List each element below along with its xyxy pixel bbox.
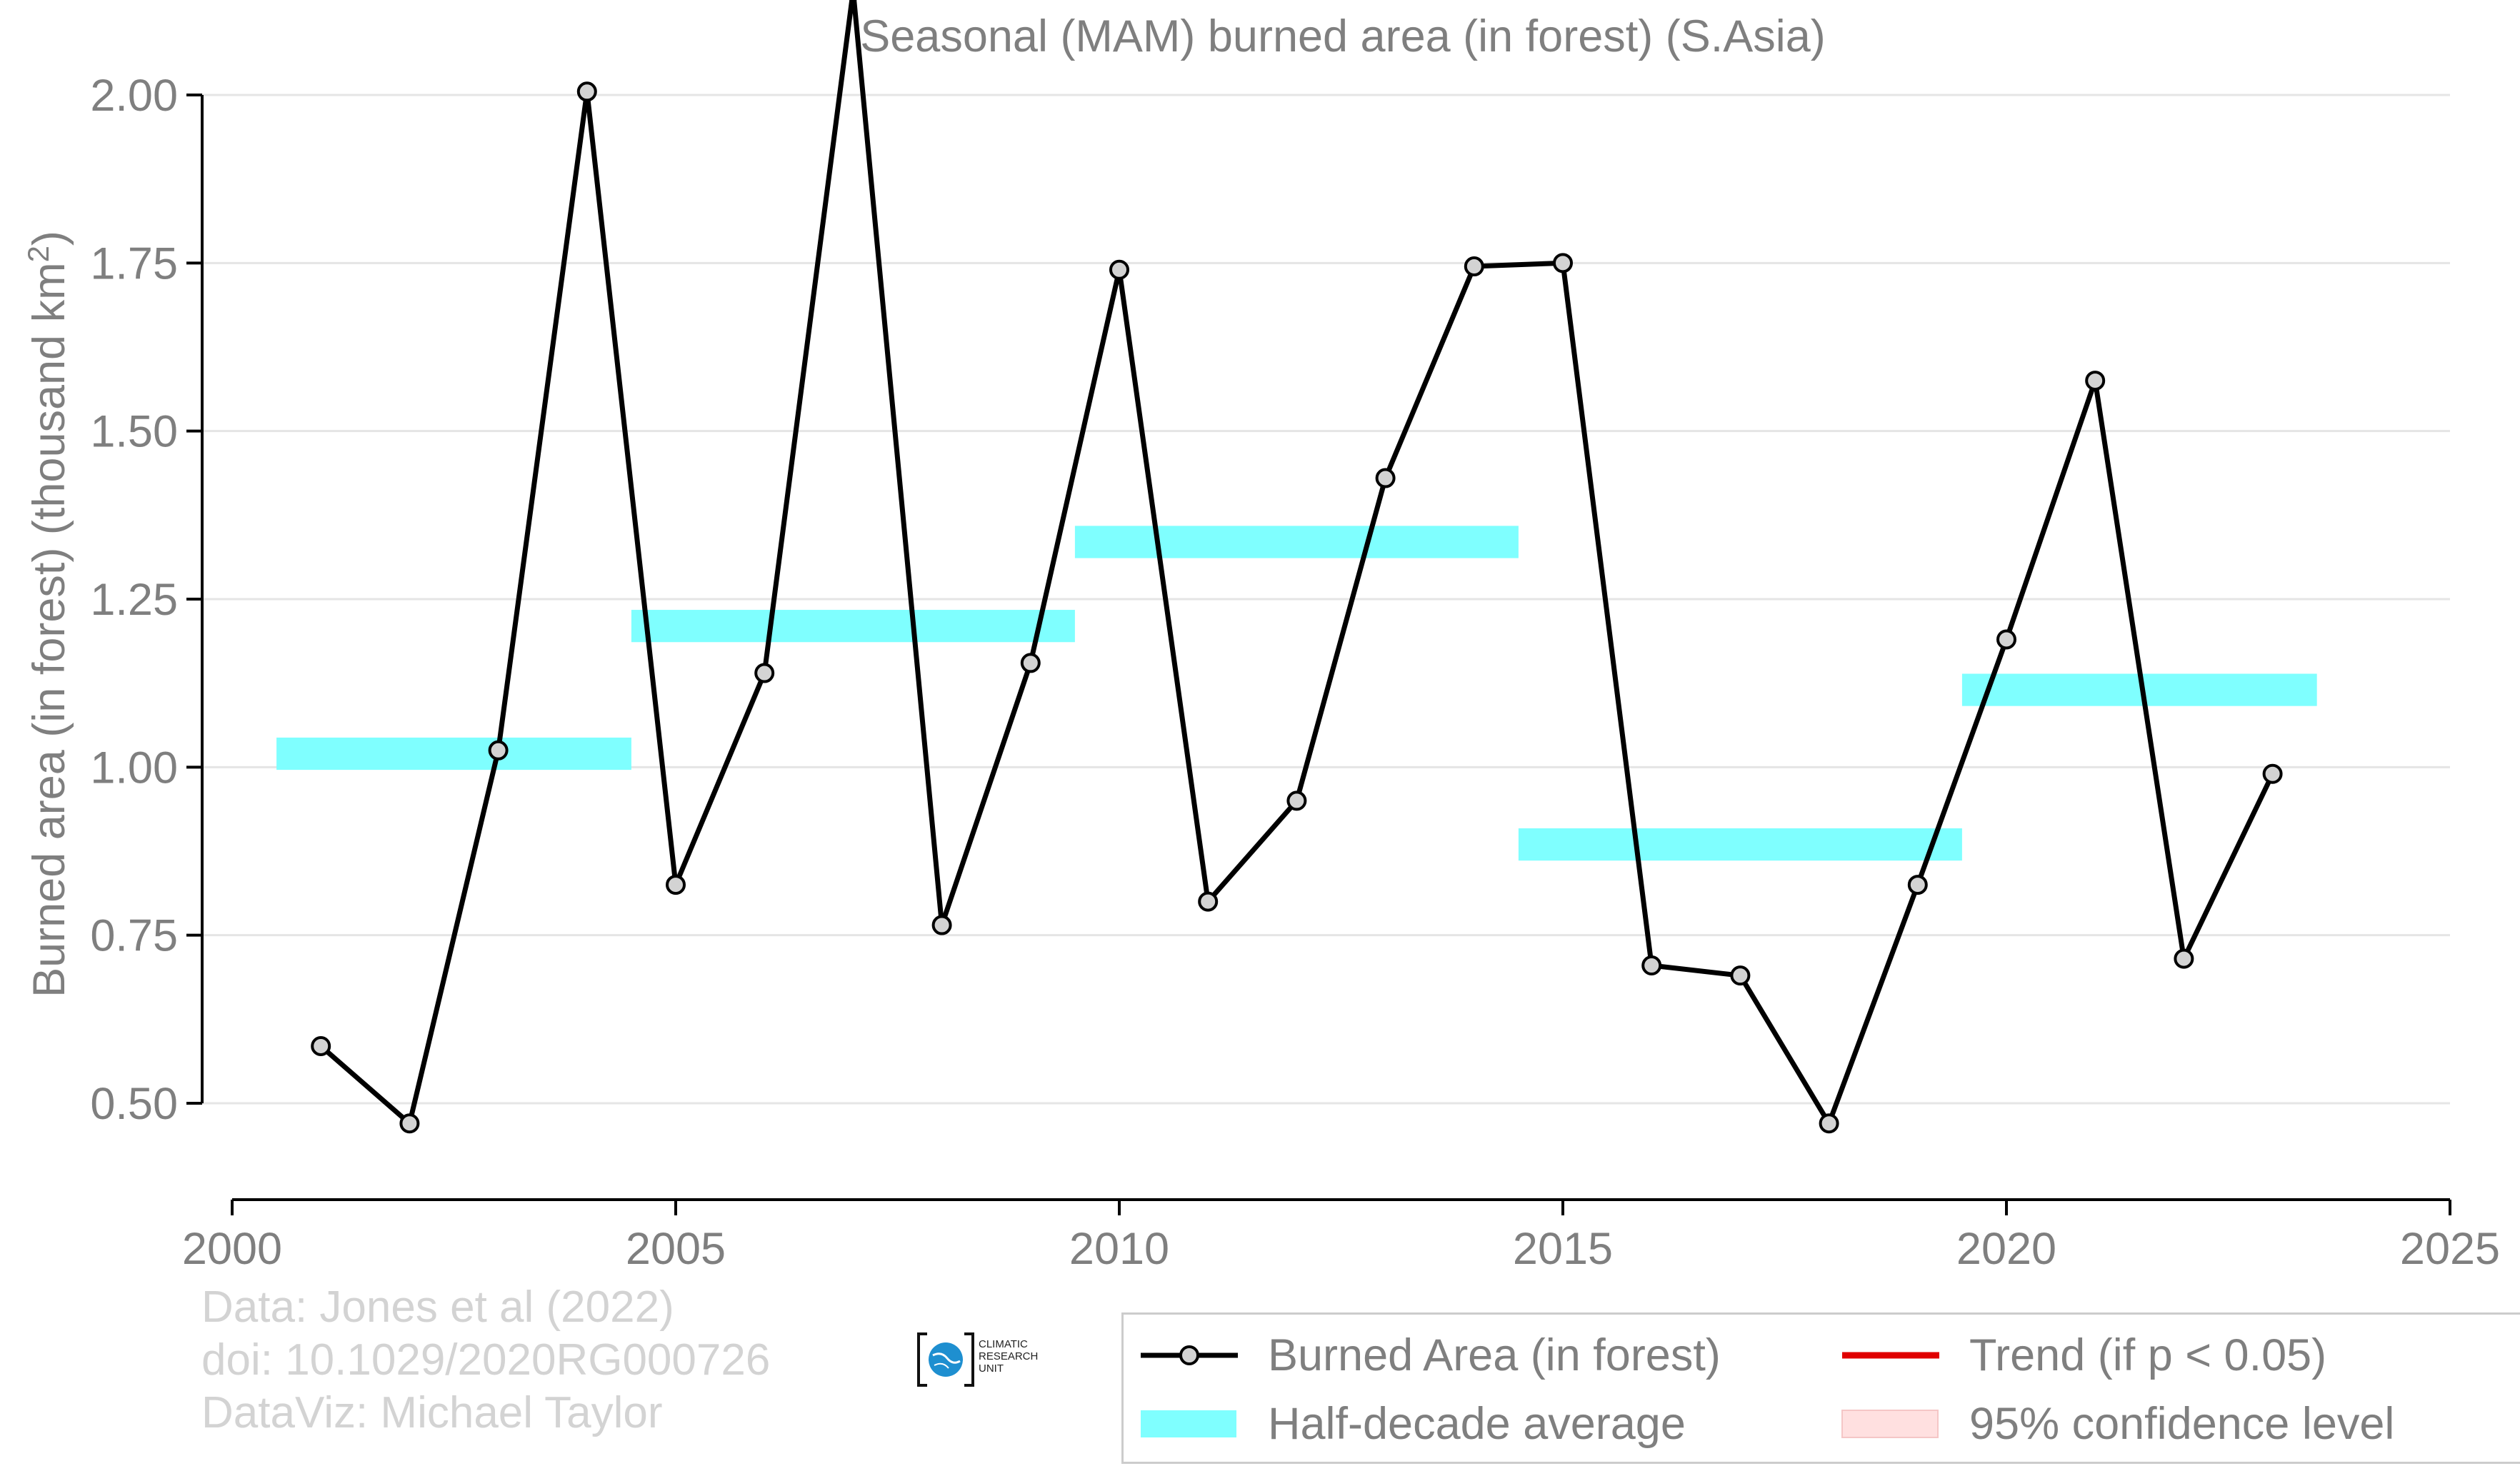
y-tick-label: 0.50: [90, 1079, 178, 1129]
grid-lines: [202, 94, 2450, 1105]
data-point: [1286, 790, 1307, 811]
data-point: [1907, 875, 1928, 895]
legend-trend-line-icon: [1842, 1352, 1939, 1359]
data-point: [1198, 891, 1219, 912]
legend-item-half-decade: Half-decade average: [1139, 1392, 1686, 1456]
data-point: [576, 81, 597, 102]
data-point: [1553, 253, 1573, 273]
cru-logo-icon: [917, 1332, 974, 1387]
y-tick-label: 2.00: [90, 71, 178, 121]
data-point: [488, 740, 509, 760]
x-tick-label: 2000: [182, 1224, 282, 1274]
credit-data-source: Data: Jones et al (2022): [201, 1282, 674, 1332]
data-point: [1464, 256, 1484, 277]
y-axis-label: Burned area (in forest) (thousand km2): [21, 231, 74, 998]
half-decade-bar: [276, 737, 631, 770]
data-point: [2174, 948, 2194, 969]
chart-title: Seasonal (MAM) burned area (in forest) (…: [860, 11, 1826, 61]
credit-dataviz: DataViz: Michael Taylor: [201, 1388, 663, 1437]
legend-item-burned-area: Burned Area (in forest): [1139, 1323, 1721, 1387]
x-tick-label: 2025: [2400, 1224, 2500, 1274]
data-point: [399, 1113, 420, 1134]
legend-line-marker-icon: [1141, 1345, 1238, 1365]
half-decade-bar: [1518, 828, 1962, 861]
data-point: [311, 1035, 331, 1056]
cru-logo: CLIMATIC RESEARCH UNIT: [916, 1330, 1059, 1390]
data-point: [1730, 965, 1751, 986]
y-axis-label-sup: 2: [21, 246, 55, 262]
legend-label-burned-area: Burned Area (in forest): [1268, 1330, 1721, 1380]
half-decade-bars: [276, 526, 2317, 861]
data-point: [1020, 653, 1041, 673]
half-decade-bar: [1074, 526, 1519, 558]
data-point: [931, 915, 952, 935]
x-tick-label: 2010: [1069, 1224, 1169, 1274]
y-tick-label: 1.50: [90, 407, 178, 457]
cru-logo-line1: CLIMATIC: [979, 1338, 1028, 1350]
legend-half-decade-swatch-icon: [1141, 1410, 1236, 1437]
y-tick-label: 1.00: [90, 743, 178, 793]
cru-logo-line3: UNIT: [979, 1362, 1004, 1375]
data-point: [2085, 371, 2106, 391]
legend-confidence-swatch-icon: [1841, 1410, 1939, 1438]
data-point: [2262, 763, 2283, 784]
x-tick-label: 2005: [626, 1224, 726, 1274]
y-axis-label-close: ): [24, 231, 74, 246]
data-point: [1641, 955, 1662, 976]
series-line: [319, 0, 2275, 1126]
legend-label-trend: Trend (if p < 0.05): [1969, 1330, 2327, 1380]
chart-legend: Burned Area (in forest) Half-decade aver…: [1121, 1312, 2520, 1464]
y-tick-label: 1.25: [90, 575, 178, 625]
data-point: [1996, 629, 2016, 650]
data-point: [1109, 259, 1129, 280]
legend-item-confidence: 95% confidence level: [1841, 1392, 2394, 1456]
x-tick-label: 2015: [1513, 1224, 1613, 1274]
y-tick-label: 0.75: [90, 911, 178, 961]
legend-item-trend: Trend (if p < 0.05): [1841, 1323, 2326, 1387]
axes: 0.50 0.75 1.00 1.25 1.50 1.75 2.00 2000 2005 2010…: [90, 71, 2500, 1274]
legend-label-confidence: 95% confidence level: [1969, 1399, 2395, 1449]
credit-doi: doi: 10.1029/2020RG000726: [201, 1335, 771, 1385]
data-point: [1819, 1113, 1839, 1134]
legend-label-half-decade: Half-decade average: [1268, 1399, 1686, 1449]
data-point: [754, 663, 775, 683]
y-axis-label-main: Burned area (in forest) (thousand km: [24, 262, 74, 998]
data-point: [1375, 468, 1396, 488]
y-tick-label: 1.75: [90, 239, 178, 288]
cru-logo-text: CLIMATIC RESEARCH UNIT: [979, 1338, 1038, 1375]
x-tick-label: 2020: [1956, 1224, 2056, 1274]
cru-logo-line2: RESEARCH: [979, 1350, 1039, 1362]
data-point: [666, 875, 686, 895]
half-decade-bar: [631, 610, 1075, 643]
series-layer: [311, 0, 2283, 1134]
